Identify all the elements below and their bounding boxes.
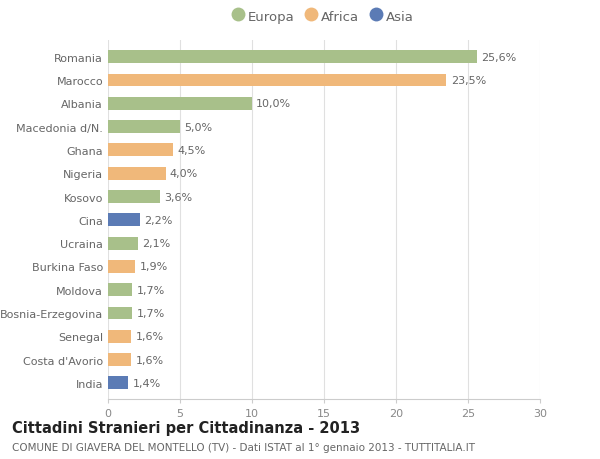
Text: 25,6%: 25,6%	[481, 53, 516, 62]
Text: 2,2%: 2,2%	[144, 215, 172, 225]
Bar	[108, 260, 136, 273]
Legend: Europa, Africa, Asia: Europa, Africa, Asia	[230, 6, 418, 28]
Bar	[108, 284, 133, 297]
Bar	[108, 237, 138, 250]
Text: 2,1%: 2,1%	[143, 239, 171, 249]
Bar	[108, 74, 446, 87]
Text: 1,7%: 1,7%	[137, 308, 165, 318]
Text: 1,9%: 1,9%	[140, 262, 168, 272]
Text: 4,0%: 4,0%	[170, 169, 198, 179]
Text: COMUNE DI GIAVERA DEL MONTELLO (TV) - Dati ISTAT al 1° gennaio 2013 - TUTTITALIA: COMUNE DI GIAVERA DEL MONTELLO (TV) - Da…	[12, 442, 475, 452]
Text: Cittadini Stranieri per Cittadinanza - 2013: Cittadini Stranieri per Cittadinanza - 2…	[12, 420, 360, 435]
Bar	[108, 51, 476, 64]
Text: 23,5%: 23,5%	[451, 76, 486, 86]
Bar	[108, 377, 128, 389]
Bar	[108, 98, 252, 111]
Text: 3,6%: 3,6%	[164, 192, 192, 202]
Text: 5,0%: 5,0%	[184, 123, 212, 132]
Bar	[108, 121, 180, 134]
Bar	[108, 190, 160, 203]
Text: 4,5%: 4,5%	[177, 146, 205, 156]
Bar	[108, 214, 140, 227]
Bar	[108, 144, 173, 157]
Text: 10,0%: 10,0%	[256, 99, 292, 109]
Text: 1,6%: 1,6%	[136, 355, 163, 365]
Bar	[108, 353, 131, 366]
Text: 1,7%: 1,7%	[137, 285, 165, 295]
Bar	[108, 330, 131, 343]
Text: 1,4%: 1,4%	[133, 378, 161, 388]
Text: 1,6%: 1,6%	[136, 331, 163, 341]
Bar	[108, 307, 133, 320]
Bar	[108, 168, 166, 180]
